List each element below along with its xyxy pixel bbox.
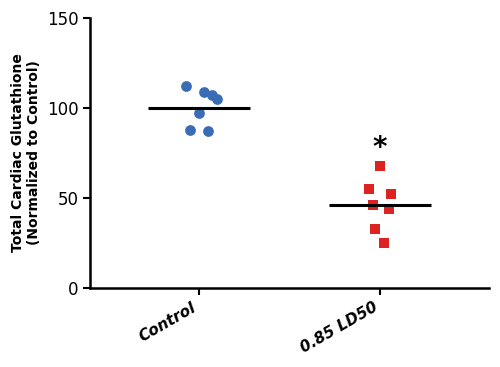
Point — [369, 202, 377, 208]
Point — [204, 128, 212, 134]
Text: *: * — [373, 134, 388, 161]
Point — [376, 163, 384, 168]
Point — [366, 186, 374, 192]
Point — [186, 127, 194, 132]
Point — [380, 240, 388, 246]
Point — [385, 206, 393, 212]
Point — [387, 192, 395, 197]
Point — [200, 89, 208, 95]
Point — [208, 92, 216, 98]
Point — [213, 96, 221, 102]
Point — [182, 84, 190, 90]
Point — [195, 110, 203, 116]
Y-axis label: Total Cardiac Glutathione
(Normalized to Control): Total Cardiac Glutathione (Normalized to… — [11, 54, 42, 252]
Point — [370, 226, 378, 232]
